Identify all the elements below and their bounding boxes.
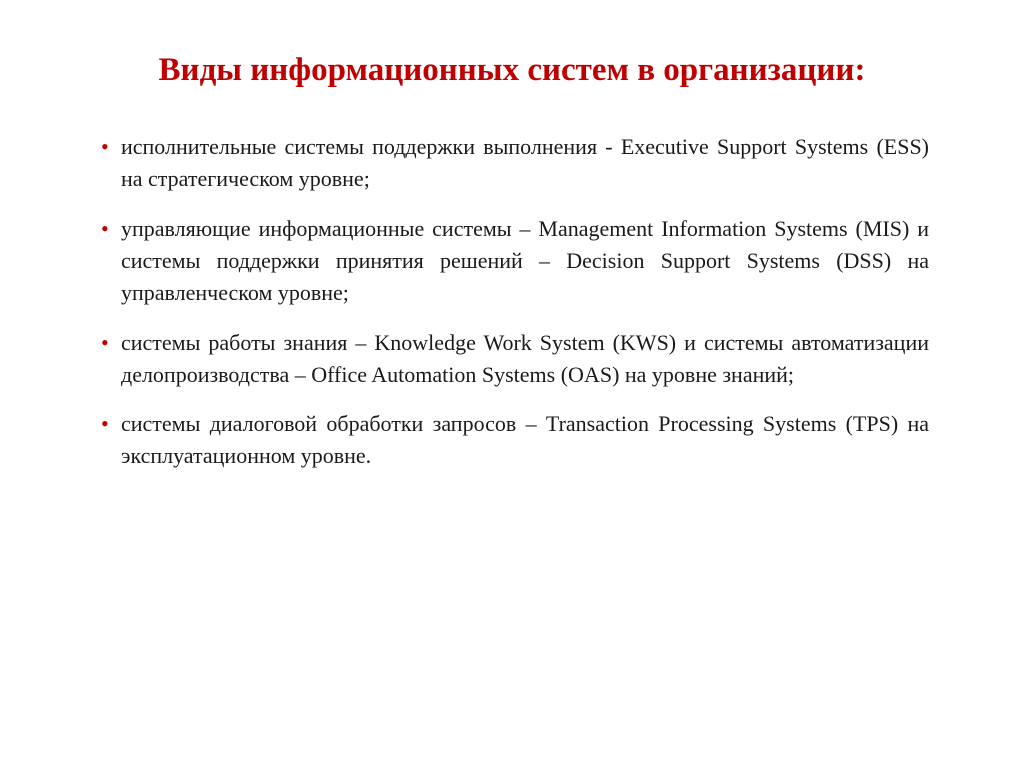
list-item: системы диалоговой обработки запросов – … — [101, 408, 929, 472]
list-item: исполнительные системы поддержки выполне… — [101, 131, 929, 195]
bullet-list: исполнительные системы поддержки выполне… — [95, 131, 929, 472]
list-item: управляющие информационные системы – Man… — [101, 213, 929, 309]
slide-title: Виды информационных систем в организации… — [95, 50, 929, 91]
list-item: системы работы знания – Knowledge Work S… — [101, 327, 929, 391]
